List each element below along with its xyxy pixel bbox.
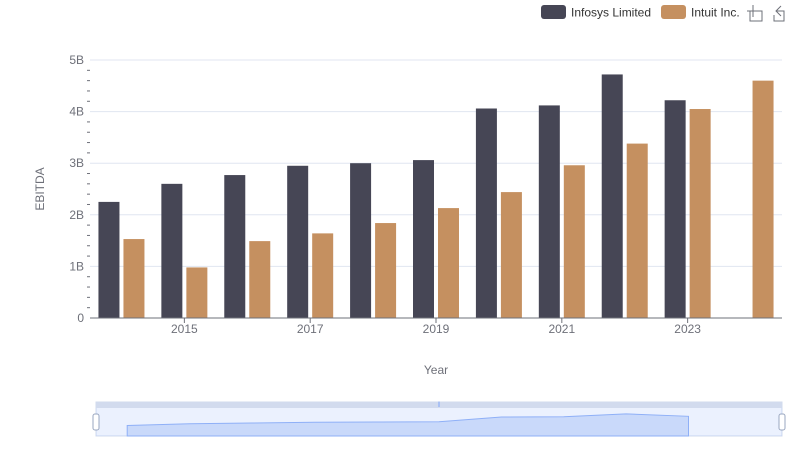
zoom-preview-area [126,413,689,437]
bar-intuit-2016[interactable] [249,241,271,318]
y-axis-title: EBITDA [33,167,47,210]
bar-intuit-2019[interactable] [438,208,459,318]
x-axis-labels: 2015 2017 2019 2021 2023 [171,322,701,336]
bar-infosys-2016[interactable] [224,175,246,318]
zoom-icon[interactable] [747,5,763,22]
x-axis-title: Year [424,363,448,377]
legend-label-intuit: Intuit Inc. [691,6,740,20]
bar-infosys-2021[interactable] [538,105,560,319]
legend-swatch-infosys [541,5,566,19]
legend-item-infosys[interactable]: Infosys Limited [541,5,651,20]
bar-intuit-2023[interactable] [689,109,711,319]
zoom-top-bar[interactable] [96,402,782,408]
data-zoom-slider[interactable]: ‖ [92,401,786,437]
x-axis-ticks [183,318,689,323]
y-axis-minor-ticks [87,69,90,309]
bar-intuit-2017[interactable] [312,233,334,318]
bars [98,74,774,319]
y-tick-label: 4B [69,105,84,119]
bar-intuit-2014[interactable] [123,239,145,318]
x-tick-label: 2017 [297,322,324,336]
bar-infosys-2022[interactable] [601,74,623,318]
bar-intuit-2024[interactable] [752,80,774,318]
bar-intuit-2021[interactable] [563,165,585,318]
x-tick-label: 2021 [548,322,575,336]
bar-intuit-2018[interactable] [375,223,397,318]
legend-label-infosys: Infosys Limited [571,6,651,20]
legend-item-intuit[interactable]: Intuit Inc. [661,5,740,20]
y-tick-label: 5B [69,53,84,67]
bar-intuit-2022[interactable] [626,143,648,318]
zoom-selection[interactable] [96,408,782,436]
zoom-handle-right[interactable] [778,413,786,431]
bar-intuit-2020[interactable] [500,192,522,318]
bar-infosys-2018[interactable] [350,163,372,318]
y-axis-labels: 0 1B 2B 3B 4B 5B [69,53,84,325]
y-tick-label: 3B [69,156,84,170]
bar-intuit-2015[interactable] [186,267,208,318]
zoom-handle-left[interactable] [92,413,100,431]
x-tick-label: 2019 [423,322,450,336]
y-tick-label: 0 [77,311,84,325]
zoom-reset-icon[interactable] [773,5,785,22]
bar-infosys-2014[interactable] [98,201,120,318]
legend: Infosys Limited Intuit Inc. [541,5,740,20]
bar-infosys-2020[interactable] [475,108,497,318]
legend-swatch-intuit [661,5,686,19]
y-tick-label: 1B [69,259,84,273]
bar-infosys-2019[interactable] [413,160,434,318]
bar-infosys-2023[interactable] [664,100,686,318]
x-tick-label: 2023 [674,322,701,336]
bar-infosys-2015[interactable] [161,183,183,318]
bar-infosys-2017[interactable] [287,165,309,318]
y-tick-label: 2B [69,208,84,222]
x-tick-label: 2015 [171,322,198,336]
zoom-grip-icon: ‖ [438,402,441,409]
